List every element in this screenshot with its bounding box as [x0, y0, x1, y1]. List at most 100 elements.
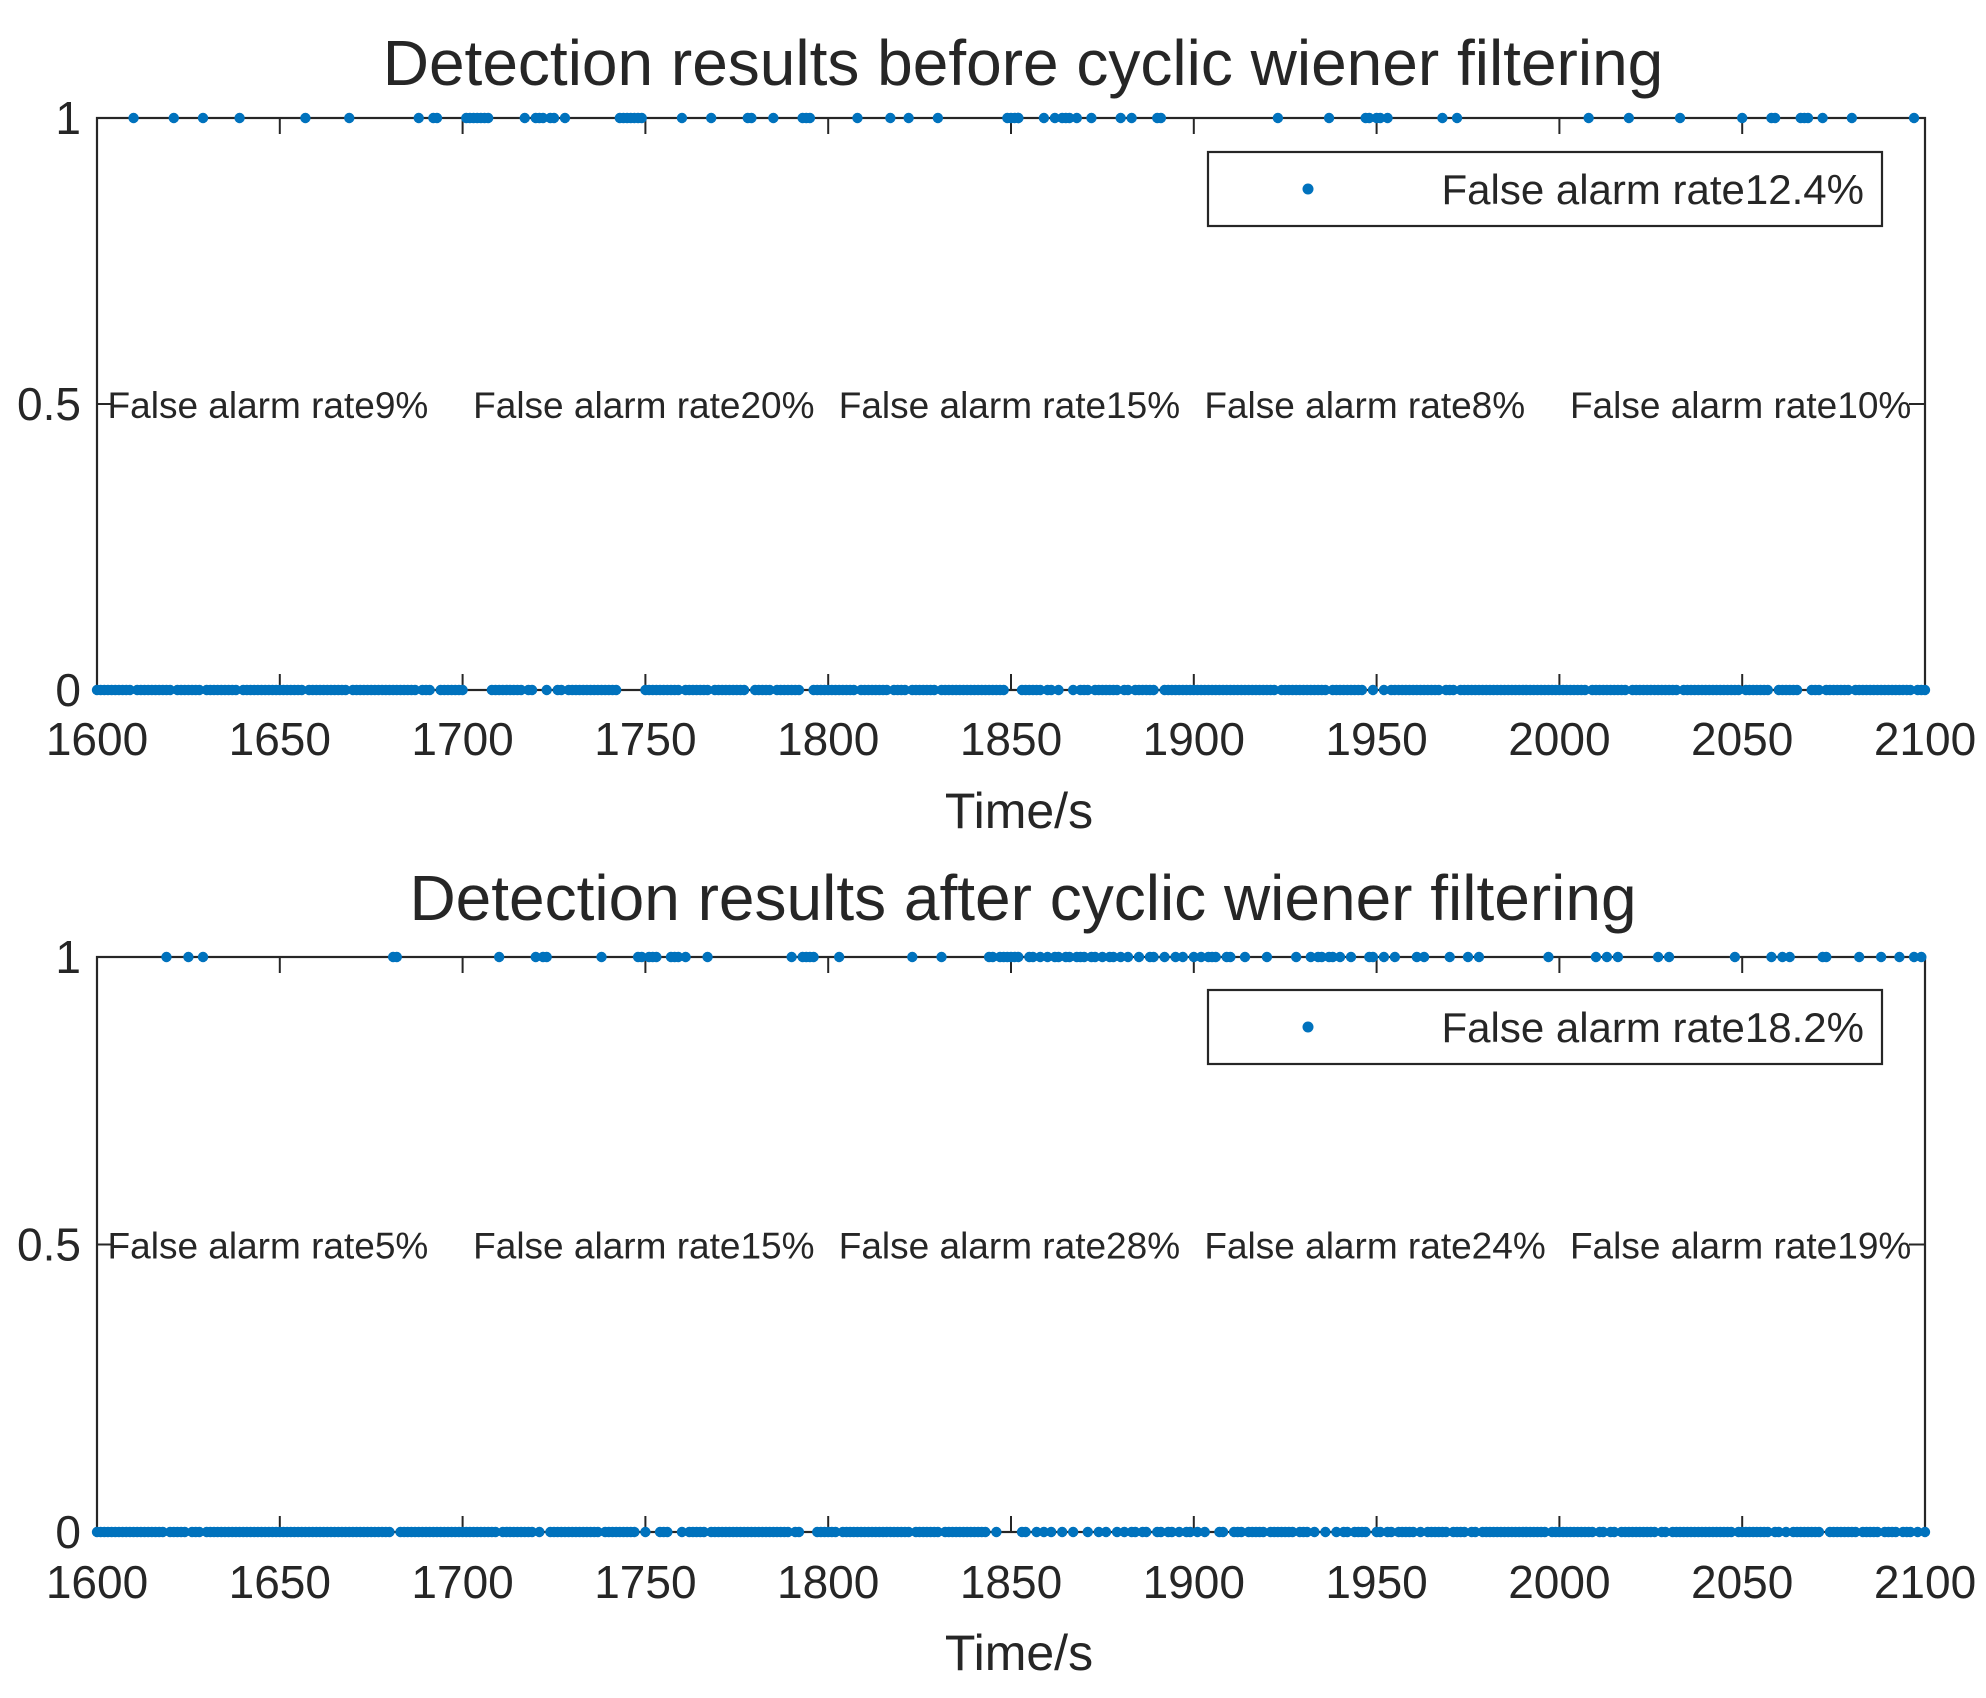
detection-point — [1473, 951, 1485, 963]
baseline-point — [1905, 1526, 1916, 1538]
x-tick-label: 1750 — [594, 713, 696, 765]
detection-point — [168, 112, 179, 124]
baseline-point — [1166, 1526, 1178, 1538]
baseline-point — [1919, 684, 1931, 696]
baseline-point — [848, 684, 859, 696]
x-tick-label: 1600 — [46, 1556, 148, 1608]
baseline-point — [1843, 684, 1854, 696]
detection-point — [903, 112, 914, 124]
baseline-point — [534, 1526, 545, 1538]
detection-point — [1729, 951, 1741, 963]
detection-point — [636, 112, 647, 124]
series-points — [91, 112, 1931, 696]
detection-point — [1027, 951, 1039, 963]
detection-point — [1769, 112, 1781, 124]
baseline-point — [1890, 1526, 1901, 1538]
y-tick-label: 0.5 — [17, 378, 81, 430]
baseline-point — [1217, 1526, 1229, 1538]
baseline-point — [676, 1526, 688, 1538]
baseline-point — [1082, 684, 1093, 696]
baseline-point — [1093, 1526, 1104, 1538]
detection-point — [702, 951, 713, 963]
baseline-point — [610, 684, 622, 696]
detection-point — [1875, 951, 1887, 963]
baseline-point — [1342, 1526, 1353, 1538]
x-tick-label: 2050 — [1691, 713, 1793, 765]
baseline-point — [998, 684, 1009, 696]
x-tick-label: 1700 — [411, 1556, 513, 1608]
annotation-label: False alarm rate20% — [473, 385, 814, 426]
baseline-point — [1155, 1526, 1167, 1538]
detection-point — [1364, 112, 1375, 124]
detection-point — [1210, 951, 1221, 963]
baseline-point — [980, 1526, 991, 1538]
baseline-point — [409, 684, 421, 696]
detection-point — [1411, 951, 1423, 963]
detection-point — [1089, 951, 1101, 963]
chart-panel-1: Detection results before cyclic wiener f… — [17, 27, 1976, 839]
baseline-point — [1020, 1526, 1031, 1538]
chart-title: Detection results before cyclic wiener f… — [383, 27, 1664, 99]
detection-point — [519, 112, 530, 124]
detection-point — [1817, 112, 1828, 124]
detection-point — [1316, 951, 1327, 963]
baseline-point — [991, 1526, 1002, 1538]
detection-point — [1601, 951, 1613, 963]
baseline-point — [1905, 684, 1916, 696]
baseline-point — [1587, 1526, 1598, 1538]
baseline-point — [230, 684, 242, 696]
detection-point — [1327, 951, 1338, 963]
baseline-point — [1236, 1526, 1247, 1538]
baseline-point — [1067, 684, 1079, 696]
baseline-point — [1100, 1526, 1112, 1538]
baseline-point — [1067, 1526, 1079, 1538]
baseline-point — [629, 1526, 640, 1538]
detection-point — [1378, 951, 1390, 963]
baseline-point — [1813, 1526, 1825, 1538]
baseline-point — [1762, 1526, 1773, 1538]
chart-title: Detection results after cyclic wiener fi… — [409, 862, 1636, 934]
detection-point — [1159, 951, 1170, 963]
baseline-point — [1141, 1526, 1152, 1538]
x-tick-label: 2100 — [1874, 1556, 1976, 1608]
x-tick-label: 2050 — [1691, 1556, 1793, 1608]
detection-point — [1195, 951, 1207, 963]
detection-point — [391, 951, 402, 963]
detection-point — [197, 112, 209, 124]
legend-box — [1206, 988, 1884, 1066]
detection-point — [1462, 951, 1474, 963]
baseline-point — [1056, 1526, 1068, 1538]
detection-point — [413, 112, 424, 124]
baseline-point — [1375, 1526, 1386, 1538]
annotation-label: False alarm rate10% — [1570, 385, 1911, 426]
detection-point — [234, 112, 245, 124]
detection-point — [1389, 951, 1401, 963]
detection-point — [183, 951, 194, 963]
baseline-point — [490, 1526, 501, 1538]
baseline-point — [1459, 1526, 1470, 1538]
baseline-point — [698, 1526, 710, 1538]
y-tick-label: 1 — [55, 92, 81, 144]
detection-point — [1013, 951, 1024, 963]
detection-point — [344, 112, 355, 124]
annotation-label: False alarm rate24% — [1204, 1226, 1545, 1267]
detection-point — [493, 951, 505, 963]
detection-point — [1916, 951, 1927, 963]
annotation-label: False alarm rate28% — [839, 1226, 1180, 1267]
detection-point — [1042, 951, 1053, 963]
legend-marker — [1302, 183, 1314, 195]
baseline-point — [1111, 1526, 1123, 1538]
baseline-point — [1269, 684, 1280, 696]
detection-point — [1305, 951, 1316, 963]
baseline-point — [194, 1526, 205, 1538]
baseline-point — [1309, 1526, 1320, 1538]
detection-point — [1375, 112, 1386, 124]
detection-point — [1064, 951, 1075, 963]
detection-point — [1038, 112, 1050, 124]
baseline-point — [1780, 1526, 1792, 1538]
y-tick-label: 0 — [55, 1506, 81, 1558]
baseline-point — [881, 684, 892, 696]
detection-point — [636, 951, 647, 963]
annotation-label: False alarm rate19% — [1570, 1226, 1911, 1267]
baseline-point — [526, 684, 538, 696]
